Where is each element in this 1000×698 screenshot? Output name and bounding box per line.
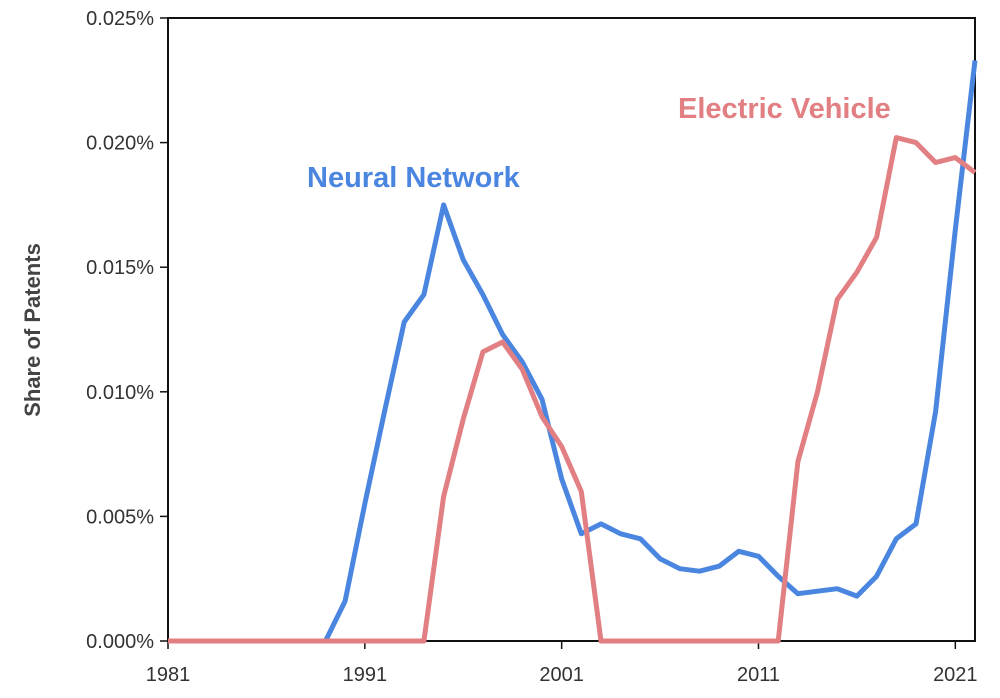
series-label-electric-vehicle: Electric Vehicle xyxy=(678,93,891,125)
y-tick-label: 0.015% xyxy=(86,257,154,279)
y-tick-label: 0.025% xyxy=(86,8,154,30)
x-tick-label: 2001 xyxy=(539,664,584,686)
x-tick-label: 2011 xyxy=(737,664,780,686)
y-tick-label: 0.005% xyxy=(86,506,154,528)
series-line-electric-vehicle xyxy=(168,135,977,644)
x-axis: 1981 1991 2001 2011 2021 xyxy=(146,641,978,686)
y-tick-label: 0.010% xyxy=(86,382,154,404)
x-tick-label: 2021 xyxy=(933,664,978,686)
plot-area xyxy=(167,17,976,642)
y-tick-label: 0.000% xyxy=(86,631,154,653)
series-label-neural-network: Neural Network xyxy=(307,162,521,194)
x-tick-label: 1981 xyxy=(146,664,191,686)
y-tick-label: 0.020% xyxy=(86,133,154,155)
x-tick-label: 1991 xyxy=(343,664,388,686)
y-axis: 0.000% 0.005% 0.010% 0.015% 0.020% 0.025% xyxy=(86,8,168,653)
series-lines xyxy=(168,60,978,644)
y-axis-title: Share of Patents xyxy=(20,243,45,417)
